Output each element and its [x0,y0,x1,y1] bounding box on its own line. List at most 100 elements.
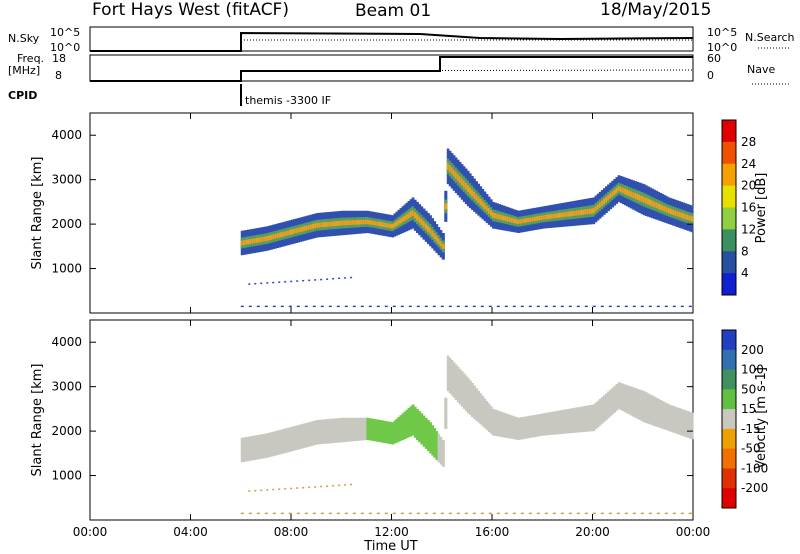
power-echo-cell [546,214,550,220]
power-echo-cell [259,237,263,243]
velocity-echo-cell [251,435,254,461]
velocity-echo-cell [644,392,648,423]
velocity-echo-cell [569,408,573,434]
power-ylabel: Slant Range [km] [30,157,45,270]
power-echo-cell [464,182,468,190]
power-echo-cell [328,221,332,227]
velocity-echo-cell [598,398,602,426]
velocity-echo-cell [494,409,497,436]
power-echo-cell [263,236,267,242]
velocity-echo-cell [527,415,531,439]
x-tick-label: 00:00 [676,525,711,539]
power-echo-cell [444,203,448,210]
power-echo-cell [561,212,564,218]
velocity-echo-cell [571,408,575,433]
velocity-echo-cell [311,421,315,446]
nsearch-label: N.Search [745,31,795,44]
velocity-echo-cell [284,428,288,453]
velocity-echo-cell [322,419,326,444]
power-echo-cell [582,209,585,215]
nsearch-tick-bottom: 10^0 [707,41,737,54]
colorbar-swatch [722,369,736,390]
velocity-echo-cell [538,414,541,437]
velocity-echo-cell [653,396,656,426]
velocity-echo-cell [397,416,401,442]
power-echo-cell [413,212,417,219]
velocity-echo-cell [638,389,642,420]
power-echo-cell [322,222,326,228]
velocity-ylabel: Slant Range [km] [30,364,45,477]
power-echo-cell [437,238,441,244]
velocity-echo-cell [420,413,424,445]
power-echo-cell [489,210,493,216]
power-echo-cell [630,191,633,197]
colorbar-tick-label: 4 [741,266,749,280]
velocity-echo-cell [517,417,520,440]
velocity-echo-cell [376,419,380,442]
power-echo-cell [347,220,351,226]
velocity-echo-cell [500,411,504,438]
power-echo-cell [588,208,592,214]
velocity-echo-cell [351,417,355,442]
colorbar-tick-label: -15 [741,422,761,436]
velocity-echo-cell [407,408,411,438]
power-echo-cell [389,223,393,229]
velocity-echo-cell [347,417,351,442]
power-echo-cell [690,216,694,222]
power-echo-cell [575,210,579,216]
velocity-echo-cell [657,398,661,428]
velocity-echo-cell [596,400,600,428]
velocity-echo-cell [358,417,361,441]
velocity-echo-cell [663,402,667,430]
freq-strip: Freq. [MHz] 18 8 60 0 Nave [8,52,790,85]
velocity-echo-cell [458,368,462,405]
power-echo-cell [426,225,430,232]
power-echo-cell [531,217,535,222]
velocity-echo-cell [433,428,437,458]
nsky-tick-top: 10^5 [50,26,80,39]
power-echo-cell [422,221,426,228]
power-echo-cell [479,198,483,205]
velocity-echo-cell [456,366,460,403]
velocity-echo-cell [506,414,510,439]
power-echo-cell [638,194,642,201]
power-echo-cell [544,214,548,220]
power-echo-cell [636,193,640,200]
power-echo-cell [381,222,384,227]
power-echo-cell [374,221,378,226]
power-echo-cell [680,212,684,218]
colorbar-swatch [722,349,736,371]
power-echo-cell [420,218,424,225]
velocity-echo-cell [409,406,413,437]
velocity-echo-cell [611,387,615,415]
power-echo-cell [320,222,324,228]
power-echo-cell [607,195,610,201]
power-echo-cell [523,218,527,223]
colorbar-swatch [722,468,736,489]
power-echo-cell [535,216,539,221]
velocity-echo-cell [378,420,382,443]
power-echo-cell [351,220,355,225]
power-echo-cell [454,171,458,179]
power-echo-cell [600,200,604,207]
power-echo-cell [496,213,499,219]
velocity-echo-cell [512,416,516,440]
power-echo-cell [435,235,439,242]
power-echo-cell [667,208,671,214]
colorbar-tick-label: 12 [741,222,756,236]
power-echo-cell [403,215,407,222]
power-echo-cell [473,191,476,199]
power-echo-cell [409,211,413,218]
x-tick-label: 20:00 [575,525,610,539]
velocity-echo-cell [431,425,434,456]
x-ticks: 00:00 04:00 08:00 12:00 16:00 20:00 00:00 [73,113,711,539]
velocity-echo-cell [263,433,267,459]
power-echo-cell [521,218,525,224]
velocity-echo-cell [563,409,566,434]
velocity-echo-cell [540,413,543,436]
power-echo-cell [387,223,391,228]
velocity-echo-cell [318,419,321,445]
power-echo-cell [431,230,434,237]
power-echo-cell [508,217,512,223]
velocity-echo-cell [688,411,692,439]
